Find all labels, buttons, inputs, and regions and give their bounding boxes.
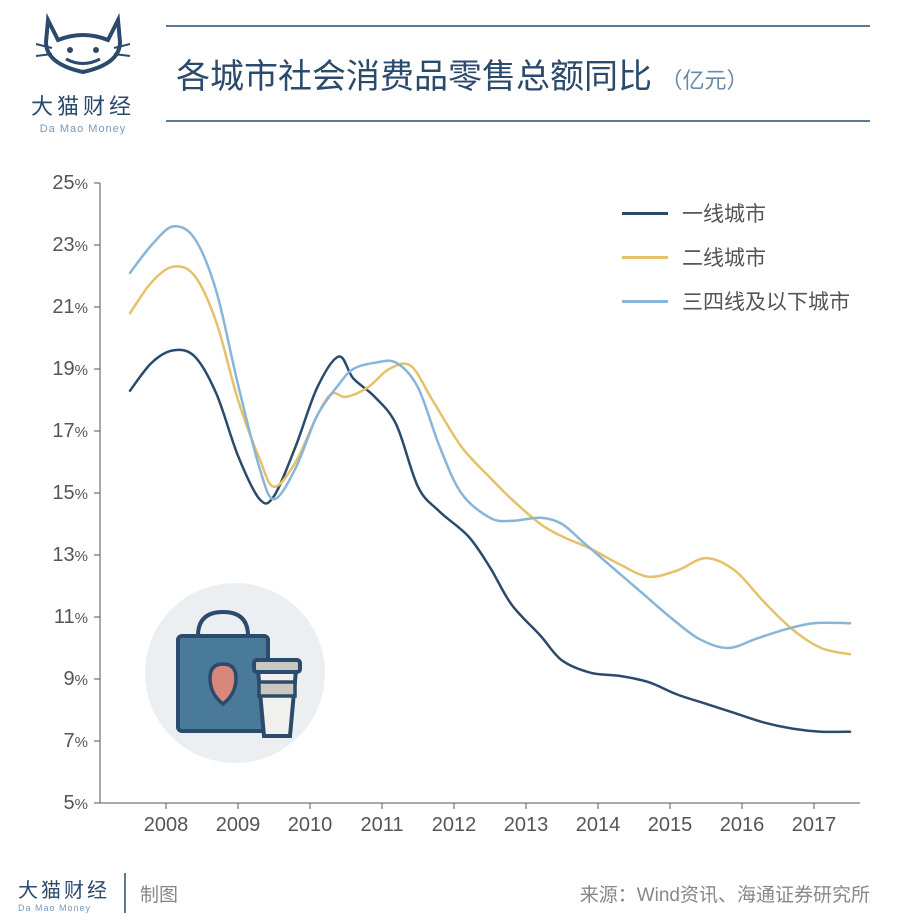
footer-logo-en: Da Mao Money (18, 903, 110, 913)
y-tick-label: 7% (64, 730, 88, 752)
y-tick-label: 9% (64, 668, 88, 690)
x-tick-label: 2016 (720, 814, 765, 836)
legend-swatch (622, 256, 668, 259)
x-tick-label: 2010 (288, 814, 333, 836)
legend-item: 二线城市 (622, 242, 850, 272)
shopping-icon (140, 578, 330, 768)
x-tick-label: 2015 (648, 814, 693, 836)
logo-text-cn: 大猫财经 (18, 89, 148, 121)
chart-area: 5% 7% 9% 11% 13% 15% 17% 19% 21% 23% 25% 2008 2009 2… (30, 173, 870, 853)
y-tick-label: 13% (52, 544, 88, 566)
brand-logo: 大猫财经 Da Mao Money (18, 12, 148, 135)
legend-label: 二线城市 (682, 242, 766, 272)
footer-source: 来源：Wind资讯、海通证券研究所 (580, 880, 870, 907)
chart-title: 各城市社会消费品零售总额同比 (176, 58, 652, 96)
y-tick-label: 15% (52, 482, 88, 504)
legend-item: 一线城市 (622, 198, 850, 228)
logo-text-en: Da Mao Money (18, 123, 148, 135)
x-tick-label: 2008 (144, 814, 189, 836)
chart-legend: 一线城市二线城市三四线及以下城市 (622, 198, 850, 330)
footer-label: 制图 (140, 880, 178, 907)
chart-title-unit: （亿元） (660, 68, 748, 93)
y-tick-label: 5% (64, 792, 88, 814)
legend-label: 三四线及以下城市 (682, 286, 850, 316)
source-text: Wind资讯、海通证券研究所 (637, 885, 870, 906)
x-tick-label: 2012 (432, 814, 477, 836)
legend-item: 三四线及以下城市 (622, 286, 850, 316)
y-tick-label: 21% (52, 296, 88, 318)
source-prefix: 来源： (580, 885, 637, 906)
footer-separator (124, 873, 126, 913)
x-tick-label: 2011 (360, 814, 403, 836)
x-tick-label: 2017 (792, 814, 837, 836)
x-tick-label: 2013 (504, 814, 549, 836)
y-tick-label: 25% (52, 173, 88, 194)
y-tick-label: 19% (52, 358, 88, 380)
x-tick-label: 2009 (216, 814, 261, 836)
title-box: 各城市社会消费品零售总额同比 （亿元） (166, 25, 870, 122)
header: 大猫财经 Da Mao Money 各城市社会消费品零售总额同比 （亿元） (0, 0, 900, 143)
footer-logo-cn: 大猫财经 (18, 874, 110, 903)
legend-label: 一线城市 (682, 198, 766, 228)
legend-swatch (622, 212, 668, 215)
y-tick-label: 17% (52, 420, 88, 442)
legend-swatch (622, 300, 668, 303)
footer: 大猫财经 Da Mao Money 制图 来源：Wind资讯、海通证券研究所 (0, 863, 900, 923)
y-tick-label: 23% (52, 234, 88, 256)
cat-logo-icon (28, 12, 138, 82)
x-tick-label: 2014 (576, 814, 621, 836)
y-tick-label: 11% (54, 606, 88, 628)
footer-logo: 大猫财经 Da Mao Money (18, 874, 110, 913)
